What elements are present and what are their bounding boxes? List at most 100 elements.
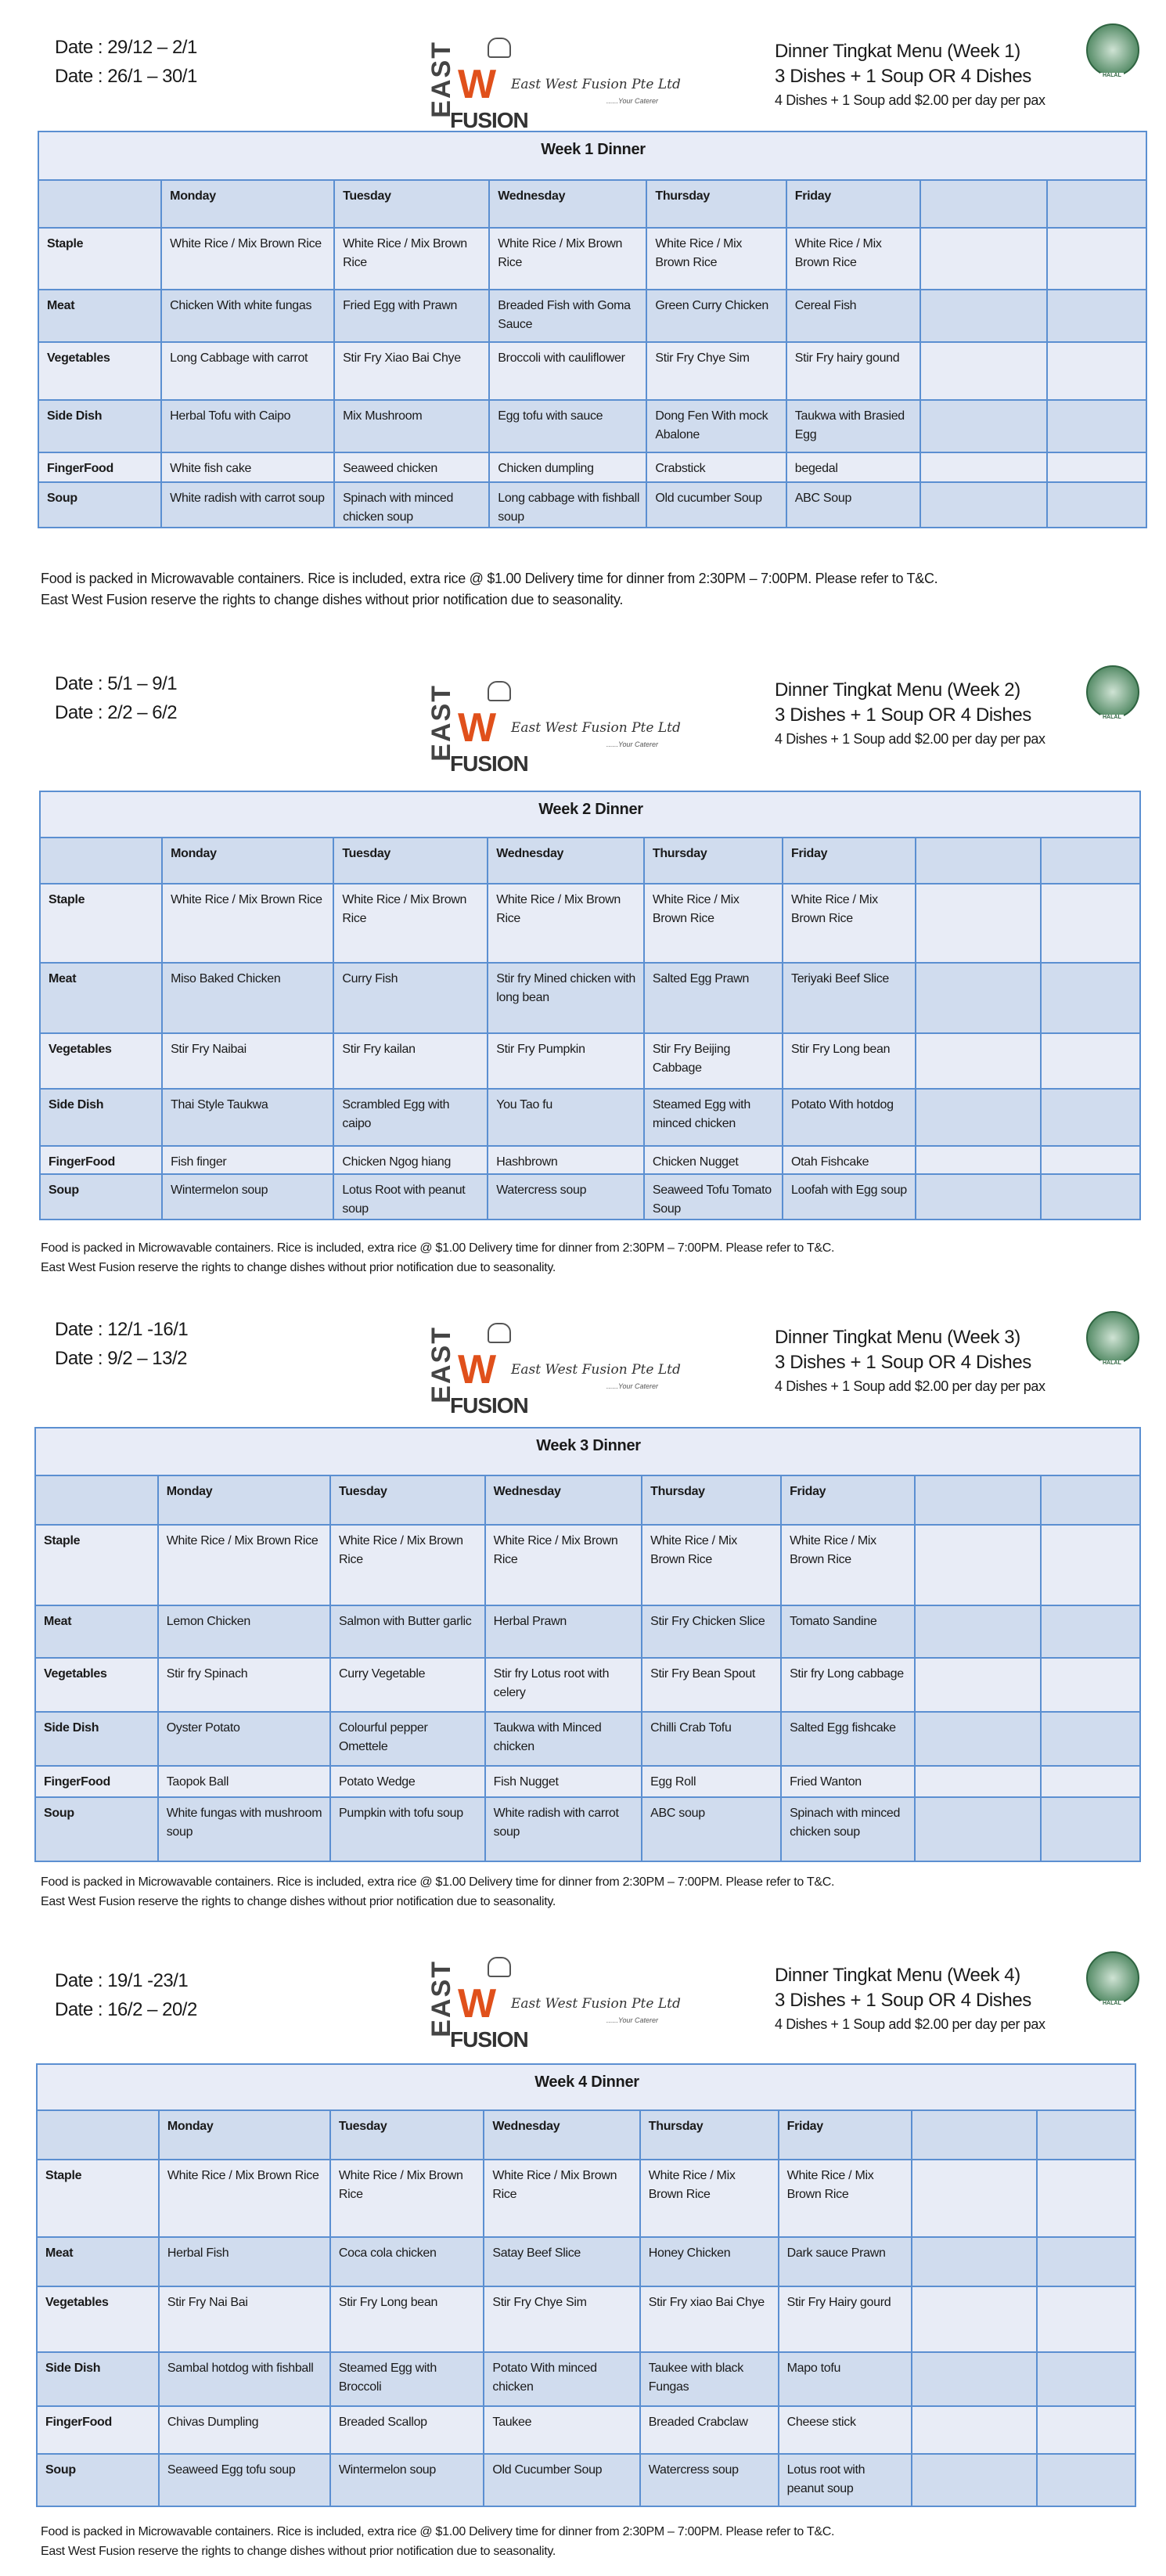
row-label: Side Dish [38,1088,164,1147]
day-header-row: Monday Tuesday Wednesday Thursday Friday [37,179,1148,229]
pricing-line-1: 3 Dishes + 1 Soup OR 4 Dishes [775,704,1031,726]
pricing-line-1: 3 Dishes + 1 Soup OR 4 Dishes [775,1352,1031,1373]
dish-cell: Honey Chicken [639,2236,779,2287]
dish-cell: White Rice / Mix Brown Rice [781,883,917,964]
company-name: East West Fusion Pte Ltd [511,1362,681,1378]
day-header [913,1475,1042,1526]
table-row: Side Dish Sambal hotdog with fishball Stea… [36,2351,1137,2407]
dish-cell: White fungas with mushroom soup [157,1796,331,1862]
table-row: Meat Chicken With white fungas Fried Egg w… [37,289,1148,343]
row-label: FingerFood [37,452,163,483]
dish-cell: Steamed Egg with minced chicken [642,1088,784,1147]
day-header [1040,837,1141,884]
day-header: Tuesday [329,1475,486,1526]
footer-line-1: Food is packed in Microwavable container… [41,1241,835,1255]
day-header: Wednesday [487,837,645,884]
table-row: FingerFood White fish cake Seaweed chicken… [37,452,1148,483]
dish-cell: Sambal hotdog with fishball [157,2351,331,2407]
dish-cell: White Rice / Mix Brown Rice [777,2159,912,2238]
dish-cell: Scrambled Egg with caipo [333,1088,489,1147]
corner-cell [37,179,163,229]
company-tagline: ......Your Caterer [606,1382,659,1390]
dish-cell: White Rice / Mix Brown Rice [161,883,335,964]
empty-cell [910,2405,1038,2455]
dish-cell: Potato With minced chicken [483,2351,641,2407]
row-label: Side Dish [36,2351,160,2407]
dish-cell: Hashbrown [487,1145,645,1175]
empty-cell [1035,2236,1137,2287]
empty-cell [915,1032,1042,1090]
dish-cell: Wintermelon soup [161,1173,335,1220]
dish-cell: White Rice / Mix Brown Rice [160,227,336,290]
footer-line-1: Food is packed in Microwavable container… [41,1875,835,1889]
footer-note: Food is packed in Microwavable container… [41,1238,1097,1277]
date-line: Date : 9/2 – 13/2 [55,1348,187,1369]
dish-cell: Stir fry Lotus root with celery [484,1657,643,1713]
dish-cell: White Rice / Mix Brown Rice [487,883,645,964]
row-label: Vegetables [37,341,163,401]
company-logo: EAST W FUSION East West Fusion Pte Ltd.....… [426,38,681,139]
day-header: Tuesday [333,179,491,229]
date-line: Date : 26/1 – 30/1 [55,66,197,87]
corner-cell [34,1475,159,1526]
halal-logo-icon: HALAL [1086,23,1139,78]
chef-hat-icon [488,681,511,701]
menu-title-block: Dinner Tingkat Menu (Week 3) 3 Dishes + 1… [775,1325,1045,1397]
dish-cell: Salmon with Butter garlic [329,1605,486,1659]
empty-cell [1045,227,1148,290]
empty-cell [913,1524,1042,1606]
date-line: Date : 19/1 -23/1 [55,1970,189,1991]
date-line: Date : 16/2 – 20/2 [55,1999,197,2020]
dish-cell: White Rice / Mix Brown Rice [333,227,491,290]
table-row: Side Dish Oyster Potato Colourful pepper O… [34,1711,1142,1767]
empty-cell [913,1711,1042,1767]
dish-cell: ABC soup [641,1796,783,1862]
day-header: Wednesday [483,2109,641,2160]
dish-cell: Taukwa with Brasied Egg [785,399,922,453]
footer-line-2: East West Fusion reserve the rights to c… [41,592,624,607]
table-title: Week 1 Dinner [38,131,1147,181]
dish-cell: Chivas Dumpling [157,2405,331,2455]
dish-cell: Lotus root with peanut soup [777,2453,912,2507]
empty-cell [919,289,1048,343]
empty-cell [913,1796,1042,1862]
empty-cell [1039,1605,1142,1659]
empty-cell [1045,481,1148,528]
dish-cell: Chicken Nugget [642,1145,784,1175]
dish-cell: Long cabbage with fishball soup [488,481,648,528]
footer-line-1: Food is packed in Microwavable container… [41,2525,835,2538]
row-label: Soup [38,1173,164,1220]
empty-cell [910,2159,1038,2238]
dish-cell: Miso Baked Chicken [161,962,335,1034]
dish-cell: Wintermelon soup [329,2453,485,2507]
dish-cell: Watercress soup [639,2453,779,2507]
row-label: Side Dish [37,399,163,453]
date-line: Date : 2/2 – 6/2 [55,702,178,723]
dish-cell: Fried Egg with Prawn [333,289,491,343]
date-range: Date : 29/12 – 2/1 Date : 26/1 – 30/1 [55,33,197,91]
corner-cell [36,2109,160,2160]
empty-cell [1039,1765,1142,1798]
dish-cell: Dong Fen With mock Abalone [646,399,787,453]
day-header [1045,179,1148,229]
dish-cell: Taukee with black Fungas [639,2351,779,2407]
empty-cell [1040,962,1141,1034]
dish-cell: ABC Soup [785,481,922,528]
day-header [1039,1475,1142,1526]
empty-cell [919,341,1048,401]
dish-cell: Mix Mushroom [333,399,491,453]
empty-cell [915,1173,1042,1220]
menu-title-block: Dinner Tingkat Menu (Week 4) 3 Dishes + 1… [775,1963,1045,2035]
day-header: Wednesday [488,179,648,229]
empty-cell [913,1765,1042,1798]
week-1-menu-table: Week 1 Dinner Monday Tuesday Wednesday Thurs… [37,131,1148,528]
pricing-line-2: 4 Dishes + 1 Soup add $2.00 per day per … [775,92,1045,108]
table-row: FingerFood Taopok Ball Potato Wedge Fish Nu… [34,1765,1142,1798]
dish-cell: White Rice / Mix Brown Rice [157,1524,331,1606]
dish-cell: Lemon Chicken [157,1605,331,1659]
table-row: Vegetables Stir fry Spinach Curry Vegetabl… [34,1657,1142,1713]
dish-cell: Stir Fry hairy gound [785,341,922,401]
dish-cell: White Rice / Mix Brown Rice [639,2159,779,2238]
empty-cell [1045,452,1148,483]
dish-cell: Fish Nugget [484,1765,643,1798]
